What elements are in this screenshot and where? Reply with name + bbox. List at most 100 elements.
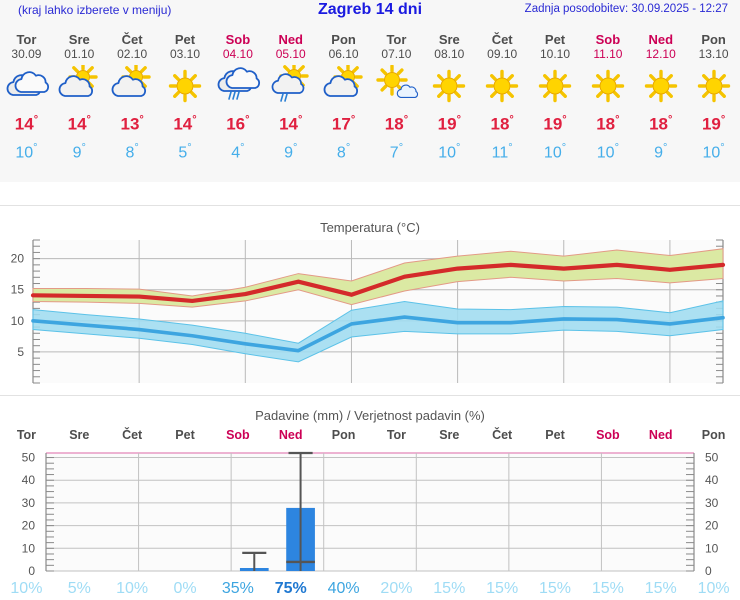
max-temp-value: 19° (701, 114, 726, 134)
day-of-week-label: Sre (68, 32, 90, 47)
day-date-label: 05.10 (275, 47, 306, 61)
max-temp-value: 16° (226, 114, 250, 134)
precipitation-day-label: Pet (545, 428, 565, 442)
day-column[interactable]: Čet 02.10 13° 8° (106, 22, 159, 182)
day-of-week-label: Sre (438, 32, 460, 47)
max-temp-value: 14° (279, 114, 303, 134)
day-column[interactable]: Tor 07.10 18° 7° (370, 22, 423, 182)
sunny-icon (162, 64, 208, 106)
svg-text:40: 40 (705, 473, 719, 487)
sunny-icon (691, 64, 737, 106)
rain-icon (215, 64, 261, 106)
sunny-icon (532, 64, 578, 106)
min-temp-value: 10° (702, 141, 725, 161)
day-column[interactable]: Sre 01.10 14° 9° (53, 22, 106, 182)
svg-text:10: 10 (22, 541, 36, 555)
day-of-week-label: Ned (278, 32, 303, 47)
sunny-icon (426, 64, 472, 106)
daily-forecast-strip: Tor 30.09 14° 10° Sre 01.10 14° 9° Čet 02.10 13… (0, 22, 740, 182)
day-of-week-label: Pon (331, 32, 356, 47)
max-temp-value: 13° (120, 114, 144, 134)
cloudy-icon (3, 64, 50, 106)
svg-text:20: 20 (11, 252, 25, 266)
min-temp-value: 8° (125, 141, 139, 161)
svg-text:10: 10 (11, 314, 25, 328)
precipitation-day-label: Sob (226, 428, 250, 442)
day-column[interactable]: Sob 04.10 16° 4° (211, 22, 264, 182)
day-date-label: 13.10 (698, 47, 729, 61)
max-temp-value: 17° (331, 114, 356, 134)
day-column[interactable]: Pon 06.10 17° 8° (317, 22, 370, 182)
precipitation-chart: 0 0 10 10 20 20 30 30 40 40 50 50 (22, 451, 719, 578)
min-temp-value: 11° (491, 141, 513, 161)
day-of-week-label: Sob (225, 32, 251, 47)
max-temp-value: 19° (437, 114, 461, 134)
precipitation-probability-value: 15% (486, 580, 519, 597)
precipitation-probability-value: 20% (380, 580, 413, 597)
temperature-chart: 5 10 15 20 (11, 239, 726, 384)
day-column[interactable]: Sob 11.10 18° 10° (581, 22, 634, 182)
day-column[interactable]: Čet 09.10 18° 11° (476, 22, 529, 182)
precipitation-probability-value: 40% (327, 580, 360, 597)
page-header: (kraj lahko izberete v meniju) Zagreb 14… (0, 0, 740, 22)
day-date-label: 01.10 (64, 47, 95, 61)
svg-text:50: 50 (22, 451, 36, 465)
precipitation-day-label: Tor (16, 428, 37, 442)
day-date-label: 02.10 (117, 47, 148, 61)
day-column[interactable]: Ned 12.10 18° 9° (634, 22, 687, 182)
min-temp-value: 8° (336, 141, 351, 161)
day-column[interactable]: Tor 30.09 14° 10° (0, 22, 53, 182)
precipitation-probability-labels: 10% 5% 10% 0% 35% 75% 40% 20% 15% 15% 15% 15% 15% 10% (0, 580, 740, 600)
day-date-label: 04.10 (222, 47, 253, 61)
day-of-week-label: Tor (386, 32, 407, 47)
day-of-week-label: Ned (648, 32, 674, 47)
svg-text:20: 20 (22, 519, 36, 533)
day-date-label: 06.10 (328, 47, 359, 61)
precipitation-probability-value: 10% (10, 580, 43, 597)
day-column[interactable]: Pet 10.10 19° 10° (529, 22, 582, 182)
day-column[interactable]: Pon 13.10 19° 10° (687, 22, 740, 182)
divider-top (0, 205, 740, 206)
sun-rain-icon (268, 64, 314, 106)
precipitation-probability-value: 5% (67, 580, 91, 597)
partly-sunny-icon (321, 64, 367, 106)
partly-sunny-icon (56, 64, 102, 106)
min-temp-value: 10° (596, 141, 619, 161)
min-temp-value: 10° (438, 141, 461, 161)
day-date-label: 07.10 (381, 47, 412, 61)
day-columns: Tor 30.09 14° 10° Sre 01.10 14° 9° Čet 02.10 13… (0, 22, 740, 182)
svg-text:0: 0 (28, 564, 35, 578)
temperature-chart-title: Temperatura (°C) (320, 220, 420, 235)
day-of-week-label: Tor (16, 32, 37, 47)
precipitation-day-labels: Tor Sre Čet Pet Sob Ned Pon Tor Sre Čet Pet Sob Ned P… (0, 428, 740, 444)
partly-sunny-icon (109, 64, 155, 106)
day-of-week-label: Sob (595, 32, 621, 47)
divider-middle (0, 395, 740, 396)
precipitation-day-label: Pet (175, 428, 195, 442)
max-temp-value: 18° (649, 114, 673, 134)
day-date-label: 10.10 (540, 47, 571, 61)
min-temp-value: 7° (389, 141, 404, 161)
precipitation-probability-value: 10% (116, 580, 149, 597)
day-of-week-label: Pet (174, 32, 196, 47)
precipitation-probability-value: 15% (539, 580, 572, 597)
precipitation-day-label: Sre (69, 428, 90, 442)
min-temp-value: 10° (15, 141, 38, 161)
precipitation-day-label: Čet (122, 428, 143, 442)
precipitation-probability-value: 15% (433, 580, 466, 597)
day-date-label: 12.10 (645, 47, 676, 61)
max-temp-value: 19° (543, 114, 567, 134)
day-column[interactable]: Pet 03.10 14° 5° (159, 22, 212, 182)
max-temp-value: 18° (384, 114, 409, 134)
svg-text:0: 0 (705, 564, 712, 578)
max-temp-value: 18° (490, 114, 514, 134)
precipitation-probability-value: 0% (173, 580, 197, 597)
day-column[interactable]: Ned 05.10 14° 9° (264, 22, 317, 182)
precipitation-day-label: Sob (596, 428, 620, 442)
precipitation-chart-title: Padavine (mm) / Verjetnost padavin (%) (255, 408, 485, 423)
day-column[interactable]: Sre 08.10 19° 10° (423, 22, 476, 182)
svg-text:5: 5 (17, 345, 24, 359)
max-temp-value: 14° (173, 114, 197, 134)
day-of-week-label: Pet (544, 32, 566, 47)
